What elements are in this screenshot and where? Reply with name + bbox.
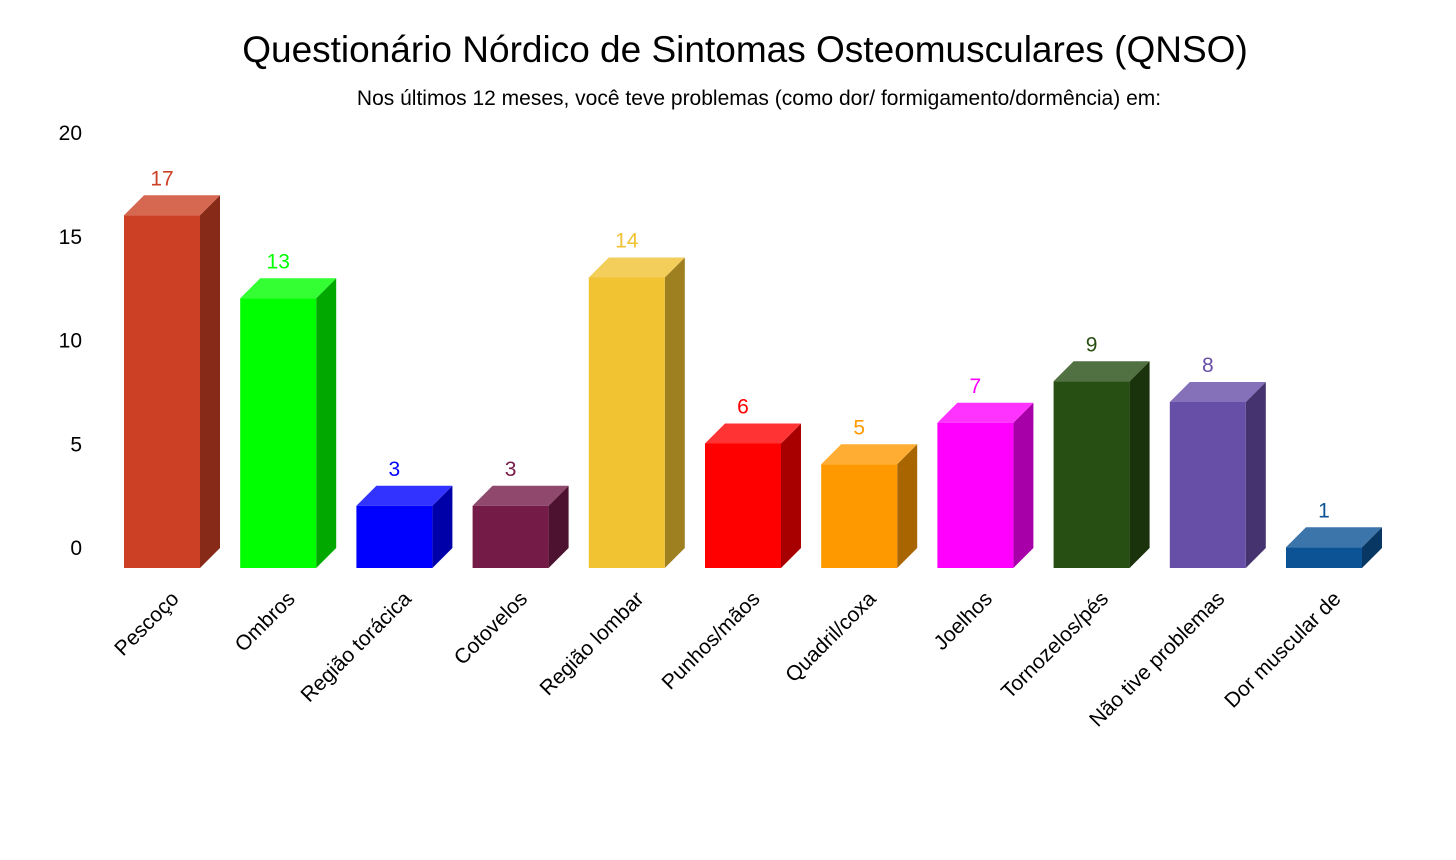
chart-subtitle: Nos últimos 12 meses, você teve problema… (357, 87, 1161, 110)
bar: 7 (937, 375, 1034, 568)
bar: 13 (240, 250, 337, 568)
data-label: 13 (267, 250, 290, 273)
data-label: 1 (1318, 499, 1330, 522)
x-tick-label: Região lombar (535, 587, 648, 700)
bar: 5 (821, 416, 918, 568)
data-label: 7 (970, 375, 982, 398)
bar-top (1169, 382, 1266, 402)
bar-front (588, 277, 665, 568)
x-tick-label: Dor muscular de (1220, 587, 1345, 712)
bar-side (548, 485, 569, 568)
bar-top (1286, 527, 1382, 548)
bar: 17 (124, 167, 220, 568)
bar-top (705, 423, 801, 444)
bar-top (588, 257, 685, 278)
bar-side (1245, 382, 1266, 568)
bar-side (200, 195, 220, 568)
bar-front (240, 298, 317, 568)
bar: 6 (705, 396, 801, 568)
y-tick-label: 15 (59, 226, 82, 249)
bar-side (1013, 402, 1034, 568)
bar-front (1169, 402, 1246, 568)
y-tick-label: 10 (59, 330, 82, 353)
chart-title: Questionário Nórdico de Sintomas Osteomu… (242, 29, 1248, 70)
bar-top (124, 195, 220, 216)
bar-top (821, 444, 918, 465)
bar-top (356, 485, 453, 506)
data-label: 3 (389, 458, 401, 481)
bar-side (781, 423, 801, 568)
data-label: 8 (1202, 354, 1214, 377)
data-label: 9 (1086, 333, 1098, 356)
x-tick-label: Ombros (231, 587, 300, 656)
data-label: 14 (615, 230, 639, 253)
bar: 14 (588, 230, 685, 568)
y-tick-label: 20 (59, 122, 82, 145)
x-tick-label: Punhos/mãos (657, 587, 764, 694)
bar-front (472, 505, 549, 568)
bar-front (1053, 381, 1130, 568)
bar-front (937, 422, 1014, 568)
x-tick-label: Cotovelos (450, 587, 532, 669)
bar-side (664, 257, 685, 568)
y-tick-label: 0 (70, 537, 82, 560)
bar-top (240, 278, 337, 299)
bar-front (124, 215, 200, 568)
data-label: 3 (505, 458, 517, 481)
data-label: 5 (853, 416, 865, 439)
bar-top (1053, 361, 1150, 382)
bar-side (1362, 527, 1382, 568)
bar-side (897, 444, 918, 568)
x-tick-label: Quadril/coxa (781, 587, 881, 687)
x-tick-label: Tornozelos/pés (997, 587, 1113, 703)
bar: 1 (1286, 499, 1382, 568)
data-label: 17 (150, 167, 173, 190)
bar-top (472, 485, 569, 506)
bar: 3 (356, 458, 453, 568)
bar-front (356, 505, 433, 568)
bar-front (1286, 547, 1362, 568)
bar: 3 (472, 458, 569, 568)
x-tick-label: Pescoço (110, 587, 183, 660)
y-tick-label: 5 (70, 433, 82, 456)
bar-side (316, 278, 337, 568)
y-axis: 0 5 10 15 20 (59, 122, 82, 560)
bar-side (1129, 361, 1150, 568)
x-tick-label: Joelhos (929, 587, 996, 654)
bar-front (821, 464, 898, 568)
bar-front (705, 443, 781, 568)
bar: 9 (1053, 333, 1150, 568)
data-label: 6 (737, 396, 749, 419)
x-tick-label: Região torácica (296, 587, 416, 707)
bar: 8 (1169, 354, 1266, 568)
bars: 17 13 3 3 14 6 5 7 9 8 1 (124, 167, 1382, 568)
bar-top (937, 402, 1034, 423)
bar-side (432, 485, 453, 568)
